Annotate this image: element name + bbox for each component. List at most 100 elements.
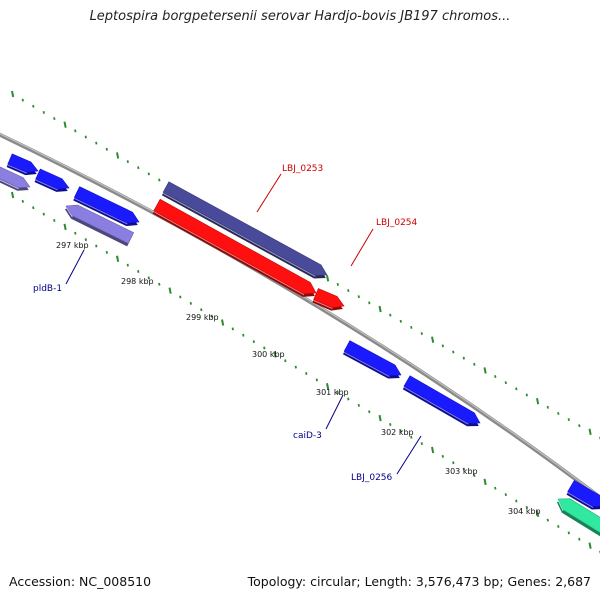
gene-body	[567, 479, 600, 507]
inner-tick	[410, 435, 413, 439]
outer-tick	[368, 301, 371, 305]
outer-tick	[399, 319, 402, 323]
topology-text: Topology: circular; Length: 3,576,473 bp…	[247, 574, 591, 589]
accession-text: Accession: NC_008510	[9, 574, 152, 589]
outer-tick	[95, 141, 98, 145]
gene-gene-c[interactable]	[0, 166, 31, 191]
gene-highlight	[162, 192, 316, 277]
gene-pldB-1[interactable]	[64, 204, 135, 247]
inner-tick	[74, 231, 77, 235]
gene-features	[0, 153, 600, 537]
gene-gene-d[interactable]	[73, 186, 140, 227]
outer-tick	[378, 305, 382, 313]
gene-gene-a[interactable]	[6, 153, 39, 176]
inner-tick	[441, 454, 444, 458]
inner-tick	[168, 287, 172, 294]
inner-tick	[420, 442, 423, 446]
outer-tick	[431, 336, 435, 343]
inner-tick	[252, 340, 255, 344]
inner-tick	[525, 505, 528, 509]
gene-highlight	[7, 164, 27, 174]
inner-tick	[305, 372, 308, 375]
gene-labels: LBJ_0253 LBJ_0254 pldB-1 caiD-3 LBJ_0256	[33, 164, 422, 483]
gene-LBJ_0253[interactable]	[161, 181, 328, 279]
outer-tick	[578, 424, 581, 428]
outer-tick	[326, 275, 330, 282]
inner-tick	[147, 276, 150, 280]
leader-line-LBJ_0253	[256, 173, 282, 213]
leader-line-caiD-3	[325, 394, 344, 430]
inner-tick	[504, 493, 507, 497]
gene-gene-f[interactable]	[556, 498, 600, 537]
gene-LBJ_0256[interactable]	[402, 375, 481, 427]
inner-tick	[294, 365, 297, 369]
inner-tick	[200, 308, 203, 312]
outer-tick	[105, 147, 108, 151]
backbone-line	[0, 132, 600, 500]
inner-tick	[462, 467, 465, 471]
inner-tick	[378, 414, 382, 422]
outer-tick	[42, 110, 45, 114]
gene-highlight	[35, 179, 58, 191]
inner-tick	[231, 327, 234, 331]
gene-highlight	[403, 386, 469, 425]
inner-tick	[126, 263, 129, 267]
tick-label-304-kbp: 304 kbp	[508, 507, 541, 516]
gene-body	[65, 204, 135, 244]
inner-tick	[42, 212, 45, 216]
gene-label-caiD-3[interactable]: caiD-3	[293, 431, 322, 441]
inner-tick	[210, 314, 213, 318]
inner-tick	[389, 423, 392, 426]
outer-tick	[53, 117, 56, 121]
outer-tick	[557, 411, 560, 415]
outer-tick	[336, 282, 339, 286]
outer-tick	[504, 381, 507, 385]
gene-gene-e[interactable]	[566, 479, 600, 510]
inner-tick	[189, 301, 192, 305]
inner-tick	[137, 270, 140, 273]
gene-gene-b[interactable]	[34, 168, 70, 192]
inner-tick	[567, 531, 570, 535]
outer-tick	[410, 325, 413, 329]
gene-gene-red-long[interactable]	[152, 198, 317, 297]
inner-tick	[578, 537, 581, 541]
gene-body	[7, 153, 39, 173]
inner-tick	[32, 206, 35, 210]
inner-tick	[263, 346, 266, 350]
gene-caiD-3[interactable]	[342, 340, 402, 379]
inner-tick	[431, 446, 435, 454]
gene-label-pldB-1[interactable]: pldB-1	[33, 284, 62, 294]
gene-body	[343, 340, 402, 376]
inner-tick	[536, 510, 540, 517]
gene-highlight	[65, 206, 73, 218]
inner-tick	[53, 219, 56, 222]
inner-tick	[315, 378, 318, 382]
gene-LBJ_0254[interactable]	[312, 288, 345, 311]
inner-tick	[11, 191, 15, 199]
outer-tick	[515, 387, 518, 391]
outer-tick	[588, 428, 592, 436]
outer-tick	[32, 104, 35, 108]
outer-tick	[546, 405, 549, 409]
inner-tick	[336, 391, 339, 395]
outer-tick	[347, 289, 350, 293]
inner-tick	[546, 518, 549, 522]
tick-labels: 297 kbp 298 kbp 299 kbp 300 kbp 301 kbp 302 k…	[56, 241, 541, 516]
gene-label-LBJ_0253[interactable]: LBJ_0253	[282, 164, 323, 174]
outer-tick	[525, 393, 528, 397]
outer-tick	[126, 160, 129, 164]
gene-label-LBJ_0254[interactable]: LBJ_0254	[376, 218, 418, 228]
outer-tick	[389, 313, 392, 317]
inner-tick	[95, 244, 98, 248]
gene-label-LBJ_0256[interactable]: LBJ_0256	[351, 473, 393, 483]
leader-line-LBJ_0254	[350, 228, 374, 267]
gene-body	[153, 198, 317, 295]
outer-tick	[494, 375, 497, 379]
tick-label-300-kbp: 300 kbp	[252, 350, 285, 359]
outer-tick	[567, 418, 570, 422]
inner-tick	[557, 525, 560, 528]
gene-body	[0, 166, 31, 189]
inner-tick	[63, 223, 67, 231]
tick-label-302-kbp: 302 kbp	[381, 428, 414, 437]
outer-tick	[21, 98, 24, 102]
